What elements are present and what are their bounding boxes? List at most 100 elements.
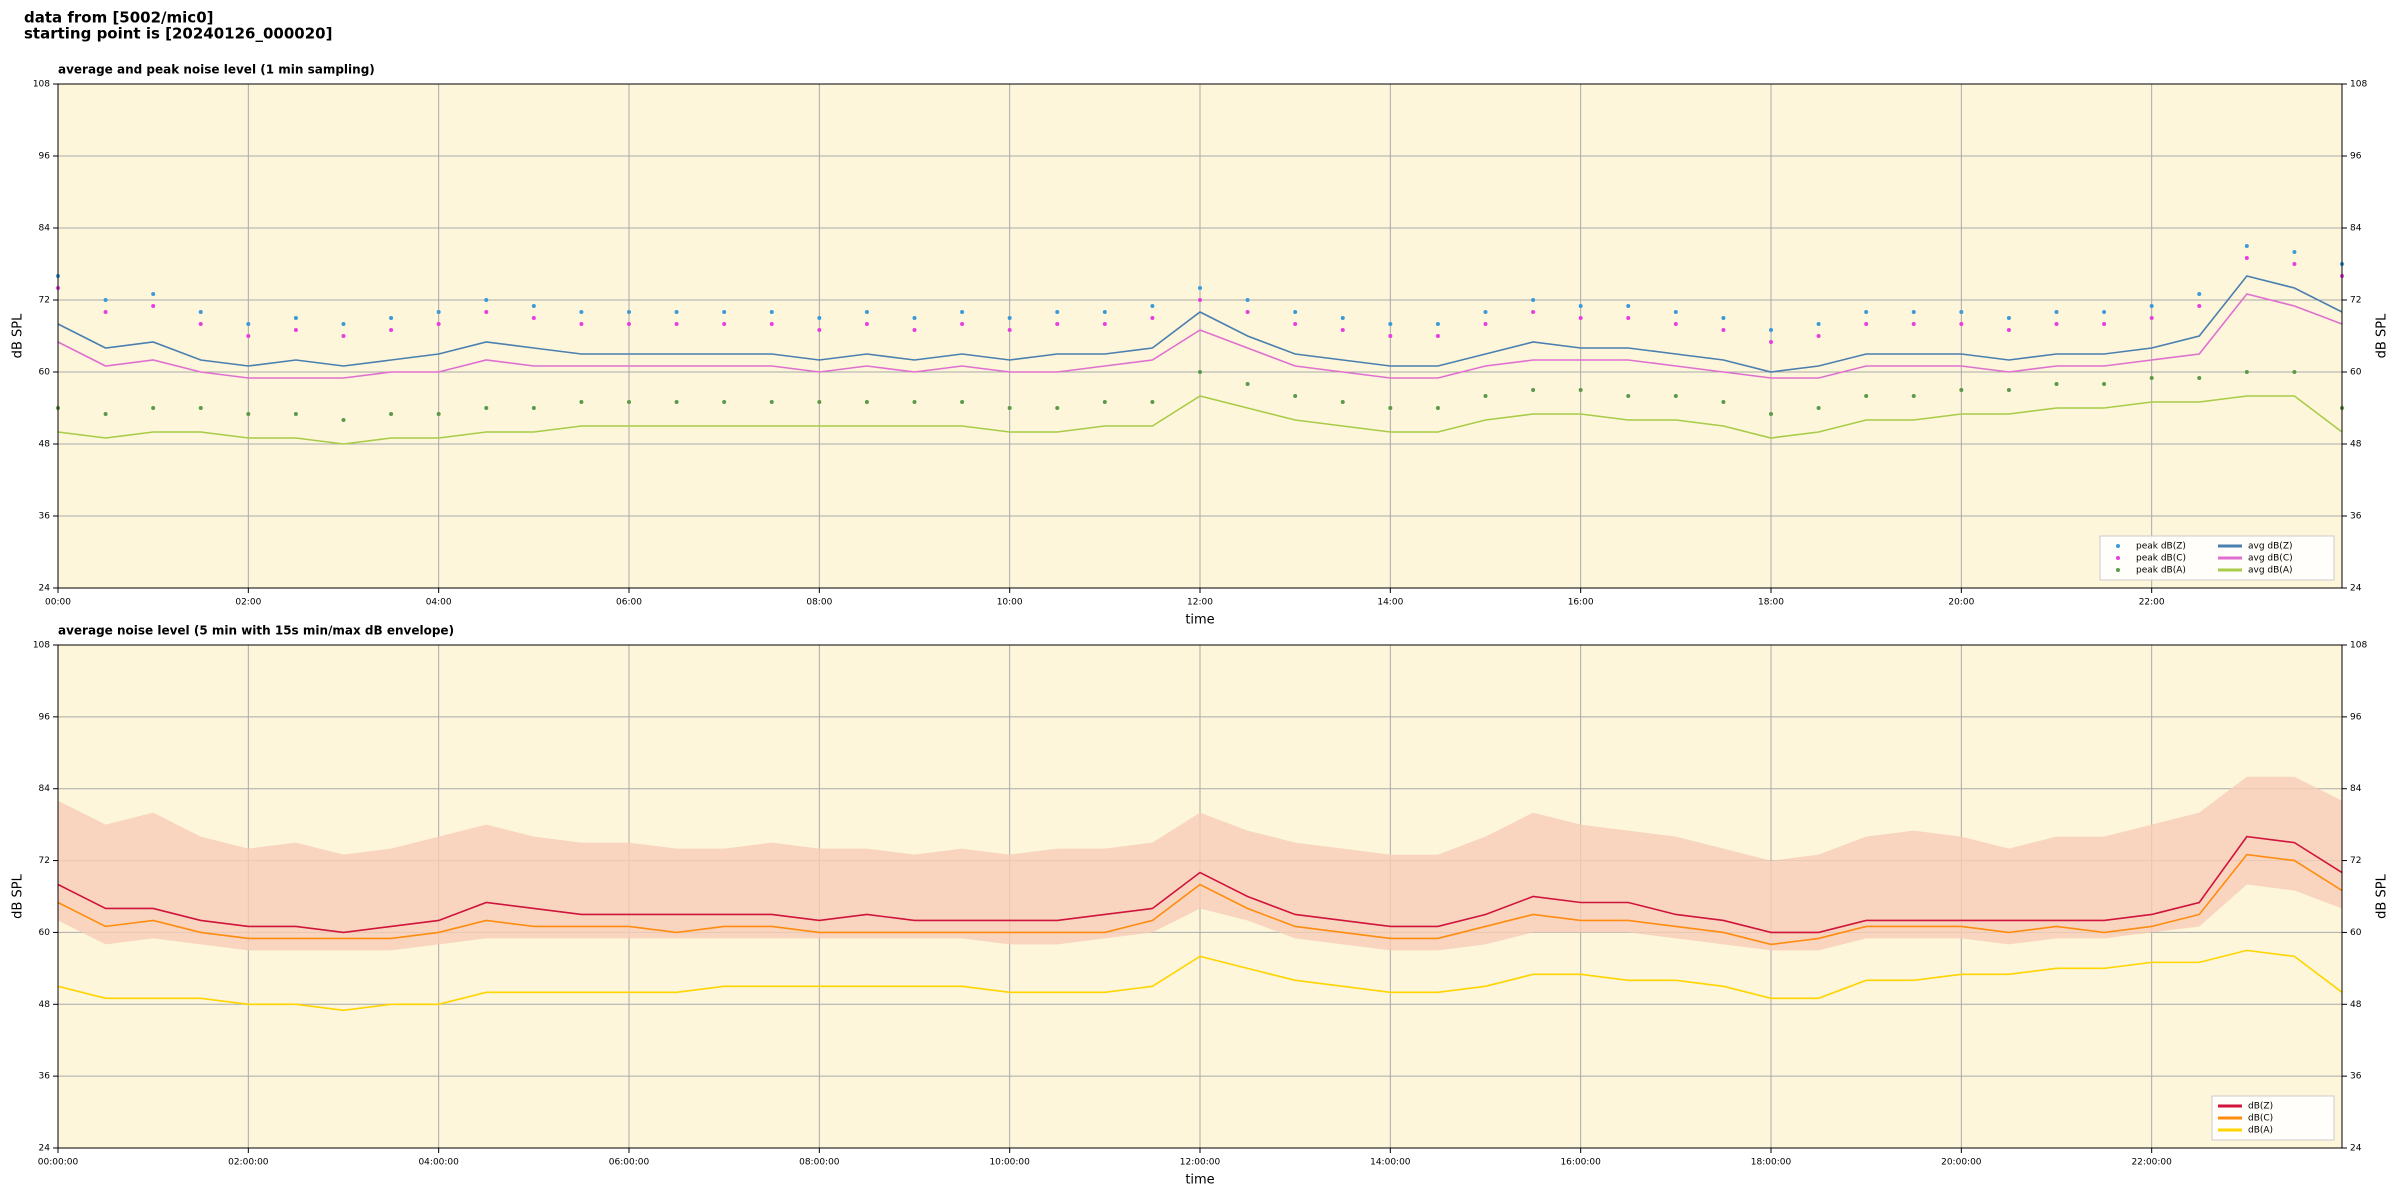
series-line: [57, 395, 2343, 445]
peak-point: [2006, 316, 2011, 320]
y-tick-label: 48: [39, 1000, 51, 1010]
peak-point: [1959, 388, 1964, 392]
x-tick-label: 10:00:00: [989, 1158, 1030, 1168]
peak-point: [1055, 310, 1060, 314]
x-tick-label: 02:00:00: [228, 1158, 269, 1168]
peak-point: [1769, 412, 1773, 416]
y-tick-label: 108: [33, 80, 50, 90]
x-tick-label: 22:00:00: [2131, 1158, 2172, 1168]
peak-point: [2006, 328, 2011, 332]
x-tick-label: 16:00:00: [1560, 1158, 1601, 1168]
peak-point: [1245, 310, 1250, 314]
series-line: [57, 835, 2343, 934]
y-axis-label: dB SPL: [11, 873, 26, 918]
x-tick-label: 22:00: [2139, 598, 2165, 608]
peak-point: [1769, 340, 1773, 344]
series-line: [57, 853, 2343, 946]
x-tick-label: 08:00:00: [799, 1158, 840, 1168]
x-tick-label: 08:00: [806, 598, 832, 608]
peak-point: [531, 406, 536, 410]
legend-label: dB(Z): [2248, 1102, 2273, 1112]
peak-point: [1673, 394, 1678, 398]
peak-point: [1816, 322, 1821, 326]
legend-label: dB(C): [2248, 1114, 2273, 1124]
peak-point: [103, 310, 108, 314]
peak-point: [579, 400, 584, 404]
peak-point: [2102, 382, 2107, 386]
peak-point: [436, 412, 441, 416]
peak-point: [198, 310, 203, 314]
peak-point: [341, 334, 346, 338]
y-tick-label: 84: [39, 784, 51, 794]
peak-point: [912, 316, 917, 320]
peak-point: [960, 310, 965, 314]
peak-point: [1769, 328, 1773, 332]
peak-point: [1626, 316, 1631, 320]
y-tick-label: 48: [39, 440, 51, 450]
y-tick-label: 60: [2350, 368, 2362, 378]
peak-point: [1198, 298, 1202, 302]
peak-point: [1911, 310, 1916, 314]
peak-point: [1626, 394, 1631, 398]
chart-title: average and peak noise level (1 min samp…: [58, 63, 375, 77]
peak-point: [817, 328, 822, 332]
peak-point: [2292, 370, 2297, 374]
peak-point: [579, 322, 584, 326]
legend-label: peak dB(Z): [2136, 542, 2186, 552]
peak-point: [1673, 322, 1678, 326]
peak-point: [293, 316, 298, 320]
y-tick-label: 48: [2350, 1000, 2362, 1010]
peak-point: [1388, 334, 1393, 338]
peak-point: [1578, 388, 1583, 392]
legend-label: peak dB(C): [2136, 554, 2186, 564]
peak-point: [2054, 322, 2059, 326]
y-tick-label: 72: [39, 296, 50, 306]
y-axis-label: dB SPL: [2375, 873, 2390, 918]
y-tick-label: 36: [39, 512, 51, 522]
peak-point: [1245, 298, 1250, 302]
x-tick-label: 20:00: [1948, 598, 1974, 608]
peak-point: [2197, 304, 2202, 308]
peak-point: [2149, 316, 2154, 320]
peak-point: [722, 310, 727, 314]
legend-label: avg dB(A): [2248, 566, 2292, 576]
peak-point: [1055, 322, 1060, 326]
y-tick-label: 36: [2350, 512, 2362, 522]
peak-point: [674, 400, 679, 404]
peak-point: [769, 400, 774, 404]
peak-point: [1435, 322, 1440, 326]
x-tick-label: 10:00: [997, 598, 1023, 608]
legend-swatch: [2116, 544, 2120, 548]
y-tick-label: 84: [2350, 784, 2362, 794]
peak-point: [246, 412, 251, 416]
y-tick-label: 36: [2350, 1072, 2362, 1082]
peak-point: [1340, 400, 1345, 404]
peak-point: [627, 400, 631, 404]
y-tick-label: 96: [2350, 712, 2362, 722]
y-tick-label: 36: [39, 1072, 51, 1082]
y-tick-label: 84: [2350, 224, 2362, 234]
y-tick-label: 84: [39, 224, 51, 234]
peak-point: [531, 316, 536, 320]
peak-point: [293, 412, 298, 416]
peak-point: [151, 304, 156, 308]
peak-point: [436, 322, 441, 326]
peak-point: [1531, 310, 1536, 314]
peak-point: [1245, 382, 1250, 386]
peak-point: [103, 298, 108, 302]
peak-point: [912, 328, 917, 332]
peak-point: [2149, 304, 2154, 308]
peak-point: [1388, 322, 1393, 326]
peak-point: [1388, 406, 1393, 410]
peak-point: [722, 322, 727, 326]
x-tick-label: 12:00:00: [1180, 1158, 1221, 1168]
peak-point: [2006, 388, 2011, 392]
x-tick-label: 02:00: [235, 598, 261, 608]
peak-point: [293, 328, 298, 332]
peak-point: [103, 412, 108, 416]
peak-point: [1721, 328, 1726, 332]
peak-point: [2054, 310, 2059, 314]
peak-point: [1435, 334, 1440, 338]
